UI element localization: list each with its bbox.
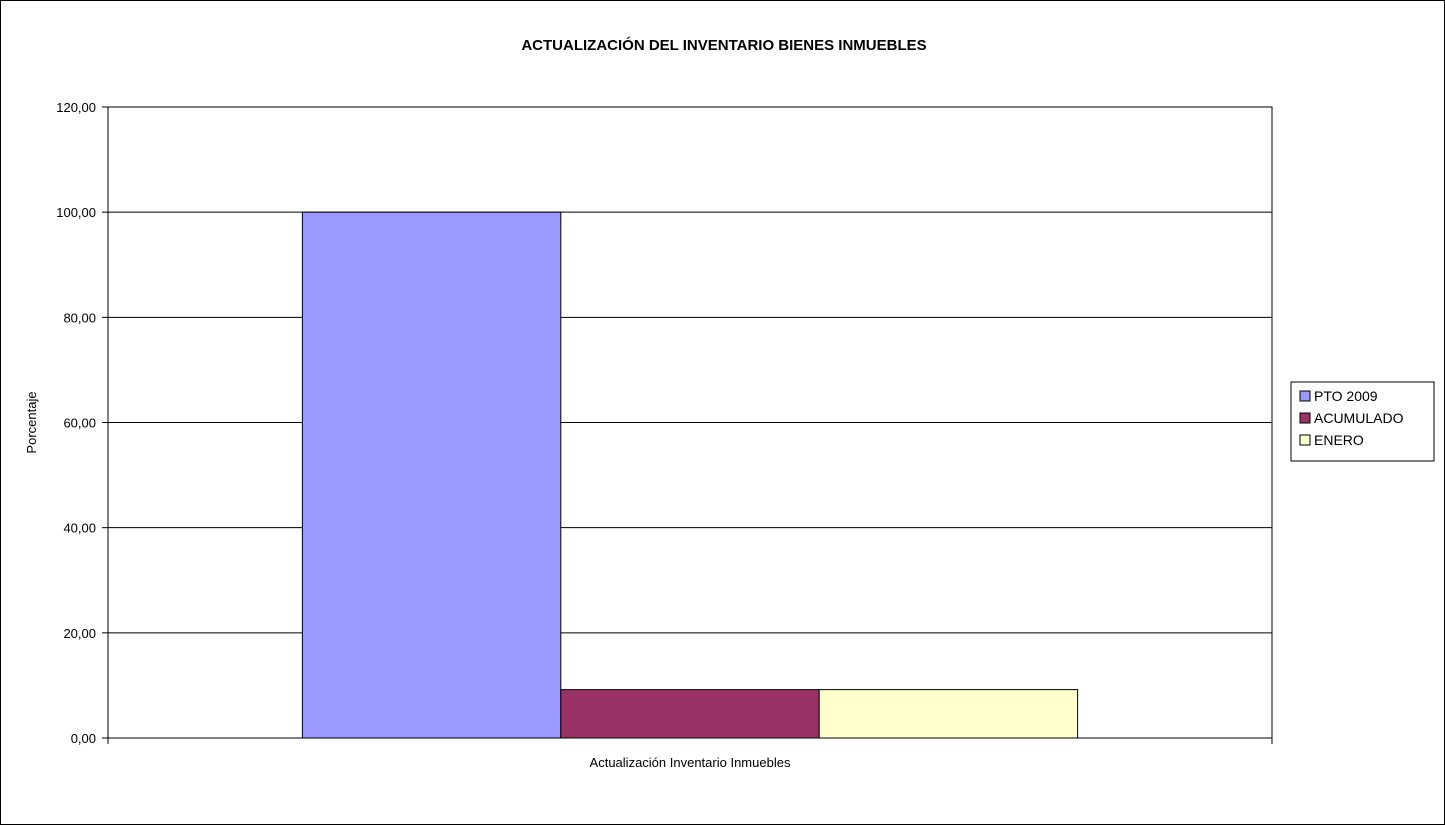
y-axis: 0,00 20,00 40,00 60,00 80,00 100,00 120,00 [56,100,108,746]
legend-swatch [1299,434,1311,446]
chart-title: ACTUALIZACIÓN DEL INVENTARIO BIENES INMU… [521,36,926,54]
bars [301,211,1079,739]
y-tick-label: 40,00 [63,521,96,536]
legend-label: ACUMULADO [1314,410,1404,426]
legend: PTO 2009 ACUMULADO ENERO [1290,381,1435,462]
legend-box [1290,381,1435,462]
y-axis-label: Porcentaje [24,391,39,453]
y-tick-label: 0,00 [71,731,96,746]
x-axis [107,738,1273,744]
x-axis-label: Actualización Inventario Inmuebles [590,755,791,770]
y-tick-label: 60,00 [63,416,96,431]
legend-label: ENERO [1314,432,1364,448]
legend-swatch [1299,412,1311,424]
bar-enero [818,689,1079,739]
y-tick-label: 20,00 [63,626,96,641]
legend-swatch [1299,390,1311,402]
legend-label: PTO 2009 [1314,388,1378,404]
bar-acumulado [560,689,820,739]
bar-pto-2009 [301,211,562,739]
y-tick-label: 80,00 [63,310,96,325]
y-tick-label: 120,00 [56,100,96,115]
y-tick-label: 100,00 [56,205,96,220]
